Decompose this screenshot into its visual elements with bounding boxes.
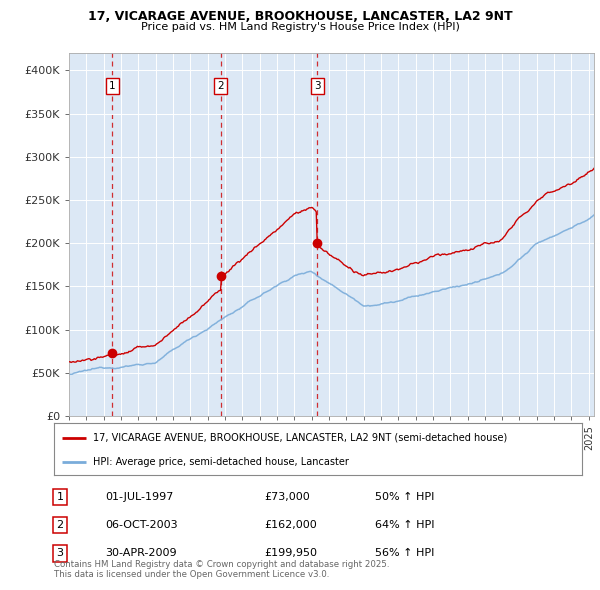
Text: 3: 3 xyxy=(314,81,320,91)
Text: £73,000: £73,000 xyxy=(264,492,310,502)
Text: 1: 1 xyxy=(56,492,64,502)
Text: Price paid vs. HM Land Registry's House Price Index (HPI): Price paid vs. HM Land Registry's House … xyxy=(140,22,460,31)
Text: 17, VICARAGE AVENUE, BROOKHOUSE, LANCASTER, LA2 9NT: 17, VICARAGE AVENUE, BROOKHOUSE, LANCAST… xyxy=(88,10,512,23)
Text: 2: 2 xyxy=(56,520,64,530)
Text: 01-JUL-1997: 01-JUL-1997 xyxy=(105,492,173,502)
Text: 56% ↑ HPI: 56% ↑ HPI xyxy=(375,549,434,558)
Text: £162,000: £162,000 xyxy=(264,520,317,530)
Text: 2: 2 xyxy=(217,81,224,91)
Text: HPI: Average price, semi-detached house, Lancaster: HPI: Average price, semi-detached house,… xyxy=(92,457,349,467)
Text: £199,950: £199,950 xyxy=(264,549,317,558)
Text: 06-OCT-2003: 06-OCT-2003 xyxy=(105,520,178,530)
Text: 30-APR-2009: 30-APR-2009 xyxy=(105,549,176,558)
Text: 1: 1 xyxy=(109,81,116,91)
Text: 3: 3 xyxy=(56,549,64,558)
Text: 64% ↑ HPI: 64% ↑ HPI xyxy=(375,520,434,530)
Text: Contains HM Land Registry data © Crown copyright and database right 2025.
This d: Contains HM Land Registry data © Crown c… xyxy=(54,560,389,579)
Text: 17, VICARAGE AVENUE, BROOKHOUSE, LANCASTER, LA2 9NT (semi-detached house): 17, VICARAGE AVENUE, BROOKHOUSE, LANCAST… xyxy=(92,432,507,442)
Text: 50% ↑ HPI: 50% ↑ HPI xyxy=(375,492,434,502)
